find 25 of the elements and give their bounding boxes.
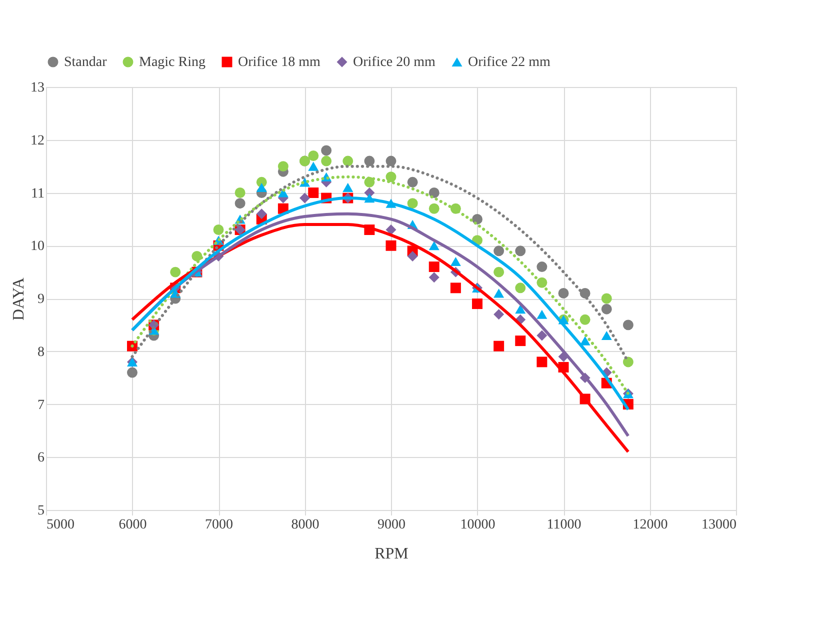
x-tick-label: 10000 <box>460 518 496 532</box>
x-tick-label: 9000 <box>378 518 406 532</box>
y-tick-label: 5 <box>38 504 44 518</box>
y-tick-label: 9 <box>38 292 44 307</box>
y-tick-label: 13 <box>30 80 44 96</box>
x-tick-label: 5000 <box>46 518 74 532</box>
y-tick-label: 8 <box>38 344 44 360</box>
x-tick-label: 12000 <box>632 518 668 532</box>
y-tick-label: 6 <box>38 450 44 466</box>
y-tick-label: 11 <box>31 186 44 202</box>
legend-label: Orifice 18 mm <box>238 55 321 70</box>
legend-label: Standar <box>64 55 108 70</box>
x-tick-label: 7000 <box>205 518 233 532</box>
legend-label: Magic Ring <box>139 55 206 70</box>
y-tick-label: 10 <box>30 239 44 254</box>
x-tick-label: 11000 <box>546 518 582 532</box>
x-tick-label: 6000 <box>118 518 147 532</box>
x-tick-label: 13000 <box>702 518 736 532</box>
legend-label: Orifice 20 mm <box>353 55 436 70</box>
y-tick-label: 7 <box>38 398 44 413</box>
y-tick-label: 12 <box>30 133 44 148</box>
x-axis-title: RPM <box>374 546 408 562</box>
x-tick-label: 8000 <box>291 518 320 532</box>
y-axis-title: DAYA <box>10 277 28 320</box>
legend-label: Orifice 22 mm <box>468 55 551 70</box>
